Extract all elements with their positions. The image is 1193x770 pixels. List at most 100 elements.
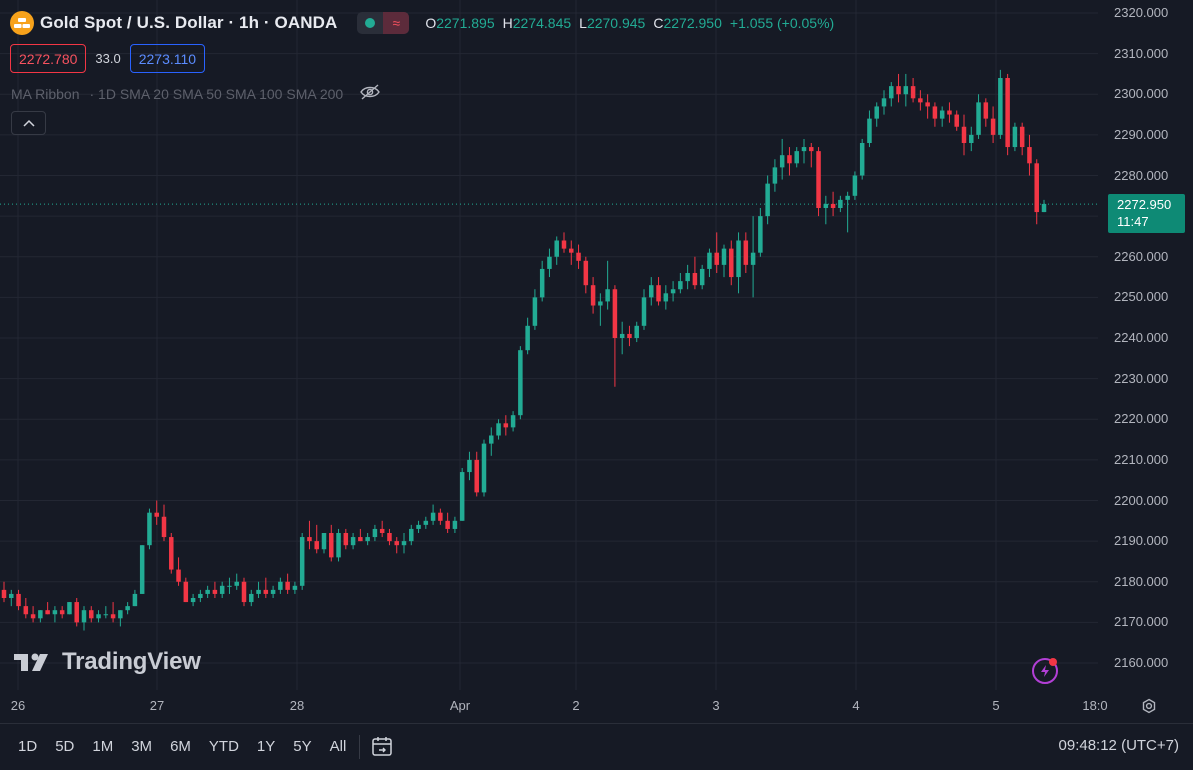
candle — [139, 545, 145, 594]
lightning-icon[interactable] — [1032, 658, 1058, 684]
clock[interactable]: 09:48:12 (UTC+7) — [1058, 737, 1179, 754]
candle-body — [809, 147, 814, 152]
candle-body — [518, 350, 523, 416]
sell-button[interactable]: 2272.780 — [10, 44, 87, 73]
candle-body — [343, 533, 349, 546]
candle-body — [299, 537, 305, 586]
period-1d[interactable]: 1D — [18, 738, 38, 755]
candle — [314, 524, 319, 554]
ohlc-high: H2274.845 — [502, 15, 572, 31]
gold-bars-icon[interactable] — [10, 11, 34, 35]
price-chart[interactable] — [0, 0, 1193, 690]
symbol-title[interactable]: Gold Spot / U.S. Dollar · 1h · OANDA — [40, 13, 338, 32]
candle-body — [154, 512, 159, 517]
price-tick-label: 2190.000 — [1114, 533, 1169, 549]
candle — [438, 508, 443, 525]
candle-body — [110, 614, 116, 619]
candle — [23, 598, 29, 619]
candle-body — [45, 610, 50, 615]
candle-body — [52, 610, 58, 615]
buy-button[interactable]: 2273.110 — [129, 44, 206, 73]
candle-body — [212, 589, 218, 594]
candle-body — [74, 602, 79, 623]
candle — [1012, 122, 1018, 152]
price-tick-label: 2200.000 — [1114, 492, 1169, 508]
candle-body — [663, 293, 669, 302]
period-1m[interactable]: 1M — [92, 738, 114, 755]
collapse-legend-button[interactable] — [11, 111, 46, 135]
candle — [569, 240, 574, 265]
candle-body — [918, 98, 923, 103]
candle-body — [561, 240, 567, 249]
candle — [983, 98, 989, 127]
candle-body — [539, 268, 545, 298]
candle-body — [743, 240, 749, 265]
candle-body — [699, 268, 705, 286]
eye-off-icon[interactable] — [359, 84, 381, 103]
candle-body — [707, 252, 712, 269]
candle — [183, 577, 189, 603]
candle-body — [852, 175, 858, 196]
candle-body — [445, 520, 450, 529]
candle-body — [118, 610, 123, 619]
candle — [627, 325, 632, 347]
indicator-legend[interactable]: MA Ribbon · 1D SMA 20 SMA 50 SMA 100 SMA… — [11, 84, 381, 103]
candle-body — [998, 78, 1003, 135]
candles — [1, 69, 1047, 631]
candle-body — [467, 459, 472, 473]
period-6m[interactable]: 6M — [170, 738, 191, 755]
candle — [772, 159, 778, 192]
period-5y[interactable]: 5Y — [293, 738, 312, 755]
gear-icon[interactable] — [1138, 695, 1160, 717]
candle — [423, 516, 429, 529]
candle-body — [896, 86, 901, 95]
candle — [510, 411, 516, 432]
candle — [794, 147, 799, 168]
candle-body — [678, 281, 683, 290]
period-all[interactable]: All — [329, 738, 347, 755]
candle-body — [321, 533, 327, 550]
ohlc-open: O2271.895 — [425, 15, 495, 31]
candle-body — [910, 86, 916, 99]
period-5d[interactable]: 5D — [55, 738, 75, 755]
period-1y[interactable]: 1Y — [256, 738, 276, 755]
candle-body — [147, 512, 152, 546]
candle — [954, 110, 959, 131]
candle-body — [619, 333, 625, 338]
candle — [758, 208, 763, 257]
candle — [561, 232, 567, 253]
period-ytd[interactable]: YTD — [208, 738, 239, 755]
spread-value: 33.0 — [95, 51, 121, 66]
compare-icon[interactable]: ≈ — [383, 12, 410, 34]
candle — [343, 528, 349, 550]
time-tick-label: 26 — [10, 698, 26, 713]
candle — [576, 244, 581, 269]
candle — [241, 577, 247, 607]
candle-body — [169, 537, 174, 570]
candle-body — [794, 151, 799, 164]
candle-body — [81, 610, 87, 623]
market-status-icon[interactable] — [357, 12, 383, 34]
quote-row: 2272.780 33.0 2273.110 — [10, 44, 206, 73]
candle — [227, 577, 232, 594]
candle — [285, 573, 290, 594]
calendar-range-icon[interactable] — [368, 732, 398, 762]
time-axis[interactable] — [0, 690, 1193, 723]
candle — [234, 573, 239, 590]
period-3m[interactable]: 3M — [131, 738, 153, 755]
candle-body — [132, 593, 138, 607]
candle — [525, 317, 530, 355]
time-tick-label: 27 — [149, 698, 165, 713]
candle — [89, 606, 94, 623]
candle — [409, 524, 414, 546]
time-tick-label: 4 — [852, 698, 860, 713]
ohlc-change: +1.055 (+0.05%) — [729, 15, 835, 31]
candle-body — [634, 325, 639, 338]
candle-body — [496, 423, 501, 436]
candle — [219, 581, 225, 598]
candle — [1005, 73, 1010, 156]
candle — [779, 138, 785, 180]
candle-body — [961, 126, 967, 143]
candle — [336, 528, 341, 562]
tradingview-logo[interactable]: TradingView — [14, 648, 201, 676]
